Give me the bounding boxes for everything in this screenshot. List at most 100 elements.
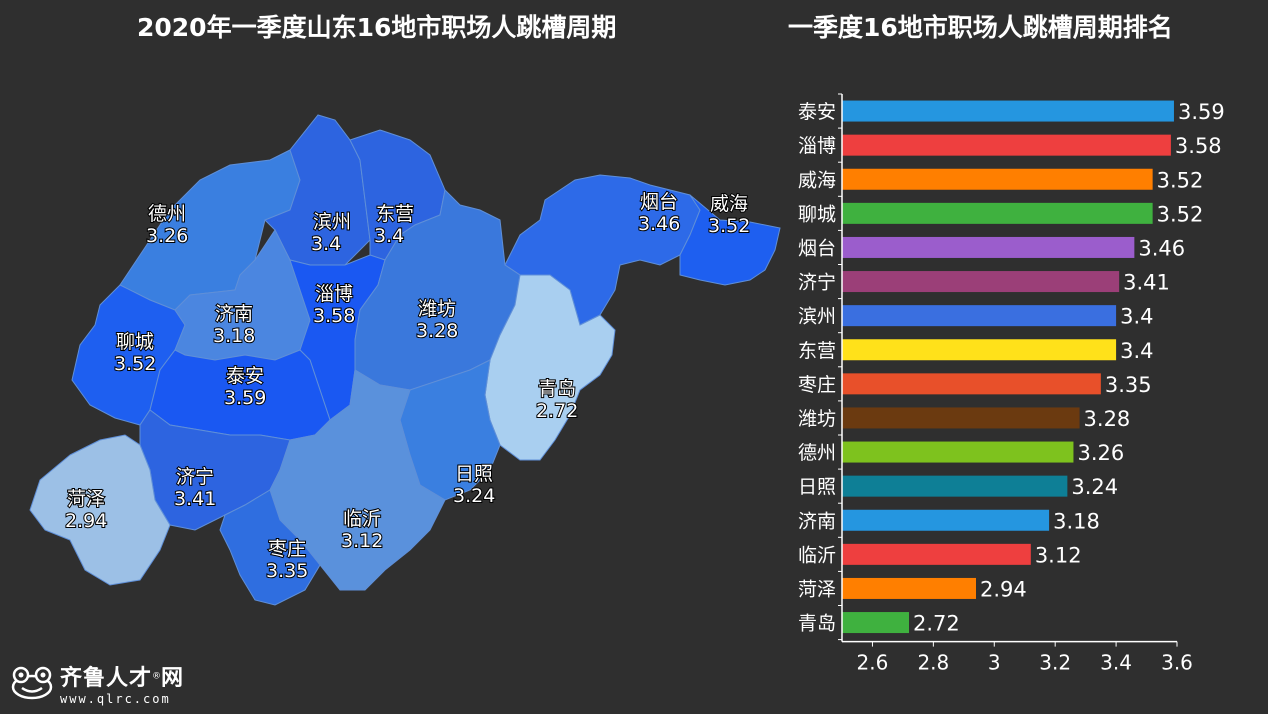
map-label-value: 2.72 — [536, 400, 578, 422]
category-label: 济宁 — [798, 272, 836, 294]
category-label: 威海 — [798, 169, 836, 191]
map-label-value: 3.41 — [174, 488, 216, 510]
bar-1[interactable] — [842, 134, 1171, 156]
bars: 泰安 3.59 淄博 3.58 威海 3.52 聊城 3.52 烟台 3.46 济宁 3.41 滨州 3.… — [798, 100, 1225, 636]
frog-logo-icon — [11, 666, 53, 700]
logo-suffix: 网 — [161, 666, 184, 691]
map-label-value: 3.52 — [708, 215, 750, 237]
value-label: 3.46 — [1138, 236, 1185, 260]
bar-6[interactable] — [842, 305, 1117, 327]
value-label: 3.26 — [1077, 441, 1124, 465]
map-label-name: 德州 — [148, 203, 186, 225]
value-label: 3.12 — [1035, 543, 1082, 567]
category-label: 青岛 — [798, 613, 836, 635]
category-label: 淄博 — [798, 135, 836, 157]
qlrc-logo[interactable]: 齐鲁人才®网 www.qlrc.com — [10, 660, 183, 706]
value-label: 3.4 — [1120, 305, 1153, 329]
map-label-name: 枣庄 — [268, 538, 306, 560]
value-label: 3.58 — [1175, 134, 1222, 158]
map-label-value: 3.24 — [453, 485, 495, 507]
map-label-value: 3.4 — [311, 233, 341, 255]
bar-15[interactable] — [842, 612, 909, 634]
value-label: 3.59 — [1178, 100, 1225, 124]
map-title: 2020年一季度山东16地市职场人跳槽周期 — [137, 13, 617, 42]
map-label-value: 3.12 — [341, 530, 383, 552]
x-tick-label: 3.6 — [1161, 651, 1193, 675]
map-label-value: 3.18 — [213, 325, 255, 347]
map-label-value: 3.35 — [266, 560, 308, 582]
map-label-name: 威海 — [710, 193, 748, 215]
bar-8[interactable] — [842, 373, 1101, 395]
map-label-name: 烟台 — [640, 191, 678, 213]
x-axis: 2.6 2.8 3 3.2 3.4 3.6 — [838, 93, 1193, 675]
value-label: 3.18 — [1053, 509, 1100, 533]
category-label: 潍坊 — [798, 408, 836, 430]
value-label: 3.52 — [1157, 168, 1204, 192]
map-label-name: 东营 — [376, 203, 414, 225]
category-label: 济南 — [798, 510, 836, 532]
map-label-name: 青岛 — [538, 378, 576, 400]
map-label-name: 日照 — [455, 463, 493, 485]
map-label-name: 滨州 — [313, 211, 351, 233]
bar-5[interactable] — [842, 271, 1120, 293]
shandong-map: 德州3.26滨州3.4东营3.4烟台3.46威海3.52聊城3.52济南3.18… — [29, 114, 781, 606]
category-label: 日照 — [798, 476, 836, 498]
category-label: 临沂 — [798, 544, 836, 566]
category-label: 德州 — [798, 442, 836, 464]
map-regions — [29, 114, 781, 606]
bar-12[interactable] — [842, 509, 1050, 531]
value-label: 3.35 — [1105, 373, 1152, 397]
category-label: 烟台 — [798, 237, 836, 259]
region-heze[interactable] — [29, 434, 171, 586]
category-label: 聊城 — [798, 203, 836, 225]
bar-10[interactable] — [842, 441, 1074, 463]
value-label: 2.72 — [913, 612, 960, 636]
chart-title: 一季度16地市职场人跳槽周期排名 — [788, 13, 1173, 42]
map-label-value: 3.52 — [114, 353, 156, 375]
value-label: 3.28 — [1084, 407, 1131, 431]
category-label: 泰安 — [798, 101, 836, 123]
category-label: 东营 — [798, 340, 836, 362]
category-label: 枣庄 — [798, 374, 836, 396]
bar-11[interactable] — [842, 475, 1068, 497]
x-tick-label: 3 — [988, 651, 1001, 675]
bar-3[interactable] — [842, 202, 1153, 224]
map-label-value: 3.28 — [416, 320, 458, 342]
map-label-value: 3.46 — [638, 213, 680, 235]
map-label-name: 泰安 — [226, 365, 264, 387]
bar-2[interactable] — [842, 168, 1153, 190]
value-label: 3.41 — [1123, 271, 1170, 295]
region-weihai[interactable] — [679, 194, 781, 286]
bar-9[interactable] — [842, 407, 1080, 429]
map-label-name: 济南 — [215, 303, 253, 325]
value-label: 3.24 — [1071, 475, 1118, 499]
bar-7[interactable] — [842, 339, 1117, 361]
map-label-value: 3.59 — [224, 387, 266, 409]
x-tick-label: 3.2 — [1039, 651, 1071, 675]
logo-name: 齐鲁人才 — [60, 666, 153, 691]
logo-url: www.qlrc.com — [60, 692, 171, 706]
map-labels: 德州3.26滨州3.4东营3.4烟台3.46威海3.52聊城3.52济南3.18… — [64, 190, 751, 583]
x-tick-label: 2.6 — [857, 651, 889, 675]
category-label: 菏泽 — [798, 578, 836, 600]
region-zaozhuang[interactable] — [219, 489, 321, 606]
map-label-value: 2.94 — [65, 510, 107, 532]
value-label: 2.94 — [980, 577, 1027, 601]
value-label: 3.52 — [1157, 202, 1204, 226]
map-label-value: 3.58 — [313, 305, 355, 327]
map-label-name: 临沂 — [343, 508, 381, 530]
ranking-bar-chart: 泰安 3.59 淄博 3.58 威海 3.52 聊城 3.52 烟台 3.46 济宁 3.41 滨州 3.… — [798, 93, 1225, 675]
bar-13[interactable] — [842, 543, 1031, 565]
bar-14[interactable] — [842, 577, 976, 599]
x-tick-label: 3.4 — [1100, 651, 1132, 675]
bar-4[interactable] — [842, 236, 1135, 258]
value-label: 3.4 — [1120, 339, 1153, 363]
category-label: 滨州 — [798, 306, 836, 328]
map-label-value: 3.26 — [146, 225, 188, 247]
map-label-name: 济宁 — [176, 466, 214, 488]
bar-0[interactable] — [842, 100, 1174, 122]
map-label-name: 淄博 — [315, 283, 353, 305]
registered-mark: ® — [152, 671, 162, 682]
map-label-name: 潍坊 — [418, 298, 456, 320]
map-label-value: 3.4 — [374, 225, 404, 247]
